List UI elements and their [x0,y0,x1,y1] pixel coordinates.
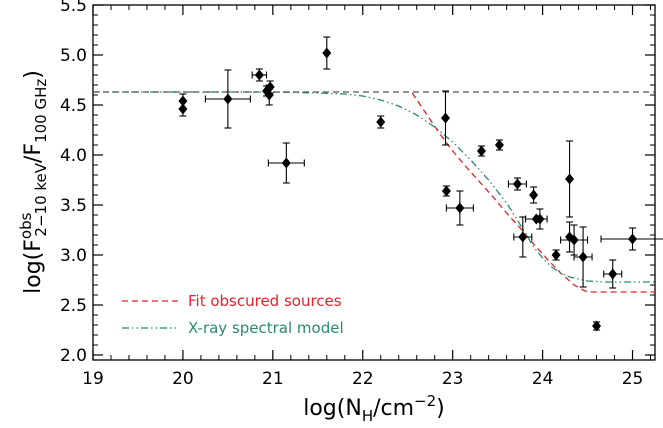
fit-obscured-line [411,92,655,293]
x-tick-label: 20 [172,369,194,389]
diamond-marker [440,112,450,124]
x-axis-title: log(NH/cm−2) [303,392,445,425]
data-point [573,226,593,288]
y-tick-label: 5.5 [60,0,87,16]
diamond-marker [628,233,638,245]
x-tick-label: 24 [532,369,554,389]
series-lines [93,91,655,293]
data-point [507,177,527,191]
data-point [524,213,548,225]
diamond-marker [254,69,264,81]
diamond-marker [529,189,539,201]
xray-model-line [93,91,655,283]
legend: Fit obscured sources X-ray spectral model [122,292,344,337]
y-tick-label: 4.5 [60,96,87,116]
diamond-marker [441,185,451,197]
y-axis-title: log(Fobs2−10 keV/F100 GHz) [17,70,50,294]
data-point [551,249,561,261]
diamond-marker [223,93,233,105]
ticks [92,4,655,360]
diamond-marker [178,95,188,107]
diamond-marker [569,234,579,246]
x-tick-label: 19 [82,369,104,389]
data-point [513,216,533,258]
legend-label: X-ray spectral model [188,319,344,337]
legend-label: Fit obscured sources [188,292,342,310]
diamond-marker [178,103,188,115]
data-point [267,142,305,184]
diamond-marker [518,231,528,243]
diamond-marker [531,213,541,225]
data-point [565,140,575,218]
diamond-marker [565,173,575,185]
x-tick-label: 22 [352,369,374,389]
data-point [494,139,504,151]
data-point [600,227,663,251]
data-point [445,190,474,226]
diamond-marker [578,251,588,263]
diamond-marker [592,320,602,332]
tick-labels: 19 20 21 22 23 24 25 2.0 2.5 3.0 3.5 4.0 4.5 5.0 5.5 [60,0,643,389]
diamond-marker [551,249,561,261]
y-tick-label: 2.0 [60,346,87,366]
x-tick-label: 23 [442,369,464,389]
data-point [251,68,268,82]
y-tick-label: 4.0 [60,146,87,166]
y-tick-label: 2.5 [60,296,87,316]
diamond-marker [376,116,386,128]
data-points [178,36,663,332]
y-tick-label: 5.0 [60,46,87,66]
diamond-marker [265,81,275,93]
diamond-marker [322,47,332,59]
diamond-marker [455,202,465,214]
x-tick-label: 25 [622,369,644,389]
diamond-marker [494,139,504,151]
data-point [440,90,450,146]
diamond-marker [512,178,522,190]
data-point [264,84,274,106]
data-point [476,145,486,157]
y-tick-label: 3.0 [60,246,87,266]
data-point [204,69,251,129]
data-point [603,259,623,289]
data-point [529,186,539,204]
data-point [441,185,451,197]
data-point [376,115,386,129]
y-tick-label: 3.5 [60,196,87,216]
diamond-marker [476,145,486,157]
diamond-marker [264,89,274,101]
data-point [178,101,188,117]
data-point [322,36,332,70]
data-point [592,320,602,332]
diamond-marker [281,157,291,169]
plot-frame [92,4,656,361]
diamond-marker [608,268,618,280]
x-tick-label: 21 [262,369,284,389]
